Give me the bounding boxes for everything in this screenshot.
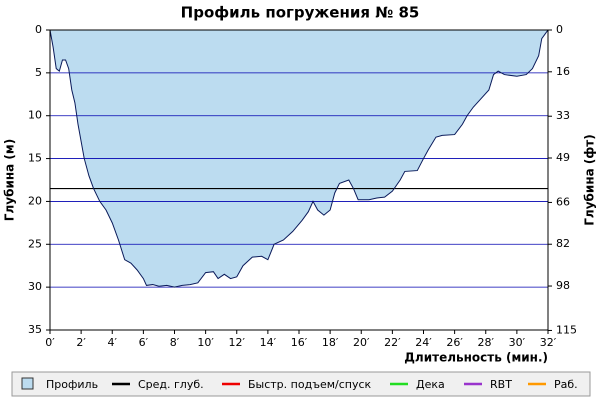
x-tick-label: 12′ bbox=[229, 336, 246, 349]
x-tick-label: 30′ bbox=[509, 336, 526, 349]
y-tick-label: 15 bbox=[28, 152, 42, 165]
x-tick-label: 16′ bbox=[291, 336, 308, 349]
y2-tick-label: 0 bbox=[556, 23, 563, 36]
x-tick-label: 26′ bbox=[446, 336, 463, 349]
x-tick-label: 10′ bbox=[197, 336, 214, 349]
x-tick-label: 18′ bbox=[322, 336, 339, 349]
y-tick-label: 0 bbox=[35, 23, 42, 36]
x-tick-label: 0′ bbox=[45, 336, 55, 349]
legend-label: RBT bbox=[490, 378, 512, 391]
profile-line bbox=[49, 29, 549, 288]
y-tick-label: 10 bbox=[28, 109, 42, 122]
y2-tick-label: 98 bbox=[556, 279, 570, 292]
legend-label: Профиль bbox=[46, 378, 98, 391]
x-tick-label: 20′ bbox=[353, 336, 370, 349]
y-tick-label: 25 bbox=[28, 237, 42, 250]
x-tick-label: 32′ bbox=[540, 336, 557, 349]
y2-axis-label: Глубина (фт) bbox=[583, 134, 597, 225]
x-axis-label: Длительность (мин.) bbox=[404, 351, 548, 365]
x-tick-label: 2′ bbox=[76, 336, 86, 349]
plot-frame bbox=[49, 29, 549, 331]
y2-tick-label: 66 bbox=[556, 195, 570, 208]
legend-swatch bbox=[21, 377, 34, 390]
legend-label: Дека bbox=[416, 378, 445, 391]
y-tick-label: 20 bbox=[28, 194, 42, 207]
y-tick-label: 35 bbox=[28, 323, 42, 336]
x-tick-label: 4′ bbox=[108, 336, 118, 349]
legend-label: Сред. глуб. bbox=[138, 378, 204, 391]
x-tick-label: 28′ bbox=[478, 336, 495, 349]
x-tick-label: 6′ bbox=[139, 336, 149, 349]
legend-label: Быстр. подъем/спуск bbox=[248, 378, 372, 391]
y-tick-label: 5 bbox=[35, 66, 42, 79]
y2-tick-label: 82 bbox=[556, 237, 570, 250]
legend-box bbox=[11, 371, 591, 397]
x-tick-label: 14′ bbox=[260, 336, 277, 349]
y-tick-label: 30 bbox=[28, 280, 42, 293]
y2-tick-label: 115 bbox=[556, 323, 577, 336]
y2-tick-label: 49 bbox=[556, 151, 570, 164]
y-axis-label: Глубина (м) bbox=[3, 139, 17, 221]
y2-tick-label: 16 bbox=[556, 65, 570, 78]
legend-label: Раб. bbox=[554, 378, 578, 391]
x-tick-label: 24′ bbox=[415, 336, 432, 349]
y2-tick-label: 33 bbox=[556, 109, 570, 122]
x-tick-label: 8′ bbox=[170, 336, 180, 349]
x-tick-label: 22′ bbox=[384, 336, 401, 349]
chart-title: Профиль погружения № 85 bbox=[181, 4, 420, 22]
